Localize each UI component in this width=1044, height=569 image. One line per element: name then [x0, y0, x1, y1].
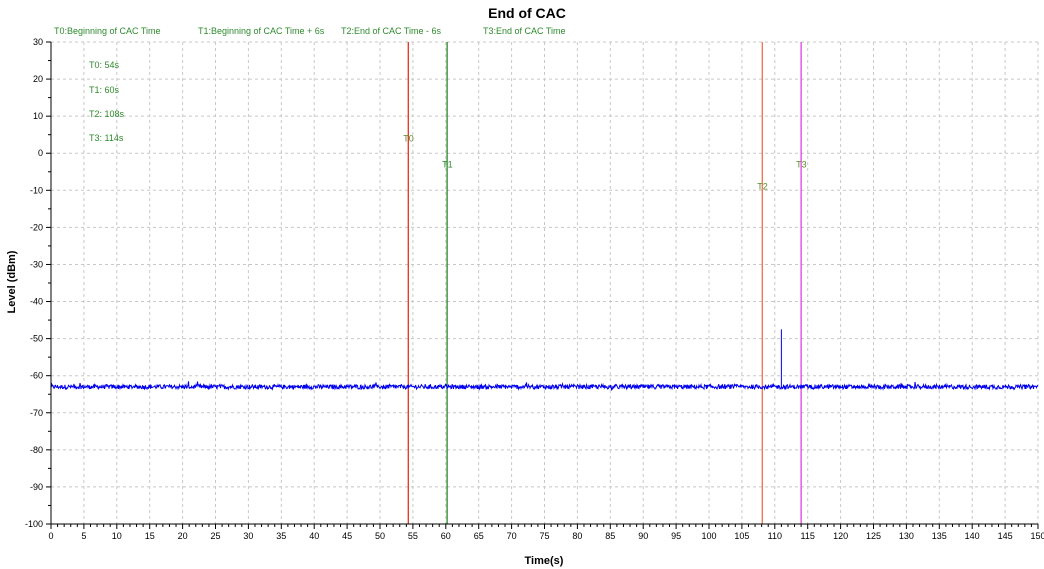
y-tick-label: -30	[30, 259, 43, 269]
x-tick-label: 70	[507, 531, 517, 541]
x-tick-label: 75	[539, 531, 549, 541]
x-tick-label: 20	[178, 531, 188, 541]
series-line	[50, 381, 1039, 391]
x-tick-label: 135	[932, 531, 947, 541]
y-tick-label: 0	[38, 148, 43, 158]
x-tick-label: 55	[408, 531, 418, 541]
y-axis-label: Level (dBm)	[6, 250, 18, 313]
legend-t0: T0:Beginning of CAC Time	[54, 26, 161, 36]
x-tick-label: 100	[701, 531, 716, 541]
legend-t2: T2:End of CAC Time - 6s	[341, 26, 442, 36]
x-axis-label: Time(s)	[525, 555, 564, 567]
x-tick-label: 150	[1030, 531, 1044, 541]
y-tick-label: 10	[33, 111, 43, 121]
y-tick-label: -50	[30, 334, 43, 344]
y-tick-label: -60	[30, 371, 43, 381]
legend-t3: T3:End of CAC Time	[483, 26, 566, 36]
x-tick-label: 115	[801, 531, 815, 541]
x-tick-label: 110	[768, 531, 782, 541]
legend-top: T0:Beginning of CAC Time T1:Beginning of…	[54, 26, 566, 36]
y-tick-label: -70	[30, 408, 43, 418]
annotations: T0: 54s T1: 60s T2: 108s T3: 114s	[89, 60, 125, 143]
x-tick-label: 105	[734, 531, 749, 541]
y-tick-label: -40	[30, 297, 43, 307]
y-tick-label: -20	[30, 222, 43, 232]
marker-label-t3: T3	[796, 159, 807, 169]
x-tick-label: 10	[112, 531, 122, 541]
axes: 0 5 10 15 20 25 30 35 40 45 50 55 60 65 70 75 80 85 90 95 10…	[25, 37, 1044, 541]
y-tick-label: -10	[30, 185, 43, 195]
marker-label-t0: T0	[403, 133, 414, 143]
y-tick-label: -100	[25, 519, 43, 529]
marker-label-t1: T1	[442, 159, 453, 169]
x-tick-label: 15	[145, 531, 155, 541]
x-tick-label: 95	[671, 531, 681, 541]
x-tick-label: 130	[899, 531, 914, 541]
y-tick-label: -80	[30, 445, 43, 455]
x-tick-label: 35	[276, 531, 286, 541]
annotation-t1: T1: 60s	[89, 85, 120, 95]
x-tick-label: 145	[998, 531, 1013, 541]
x-tick-label: 30	[243, 531, 253, 541]
x-tick-label: 40	[309, 531, 319, 541]
y-tick-label: 30	[33, 37, 43, 47]
y-tick-label: 20	[33, 74, 43, 84]
x-tick-label: 85	[605, 531, 615, 541]
x-tick-label: 65	[474, 531, 484, 541]
x-tick-label: 25	[210, 531, 220, 541]
y-tick-label: -90	[30, 482, 43, 492]
markers: T0 T1 T2 T3	[403, 42, 807, 524]
chart-title: End of CAC	[488, 5, 566, 21]
x-tick-label: 60	[441, 531, 451, 541]
x-tick-label: 50	[375, 531, 385, 541]
x-tick-label: 125	[866, 531, 881, 541]
x-tick-label: 45	[342, 531, 352, 541]
legend-t1: T1:Beginning of CAC Time + 6s	[198, 26, 325, 36]
x-tick-label: 120	[833, 531, 848, 541]
x-tick-label: 90	[638, 531, 648, 541]
marker-label-t2: T2	[757, 182, 768, 192]
grid	[51, 41, 1039, 524]
x-tick-label: 140	[965, 531, 980, 541]
annotation-t2: T2: 108s	[89, 109, 125, 119]
series	[50, 329, 1039, 391]
x-tick-label: 80	[572, 531, 582, 541]
x-tick-label: 5	[81, 531, 86, 541]
x-tick-label: 0	[48, 531, 53, 541]
annotation-t0: T0: 54s	[89, 60, 120, 70]
annotation-t3: T3: 114s	[89, 133, 124, 143]
